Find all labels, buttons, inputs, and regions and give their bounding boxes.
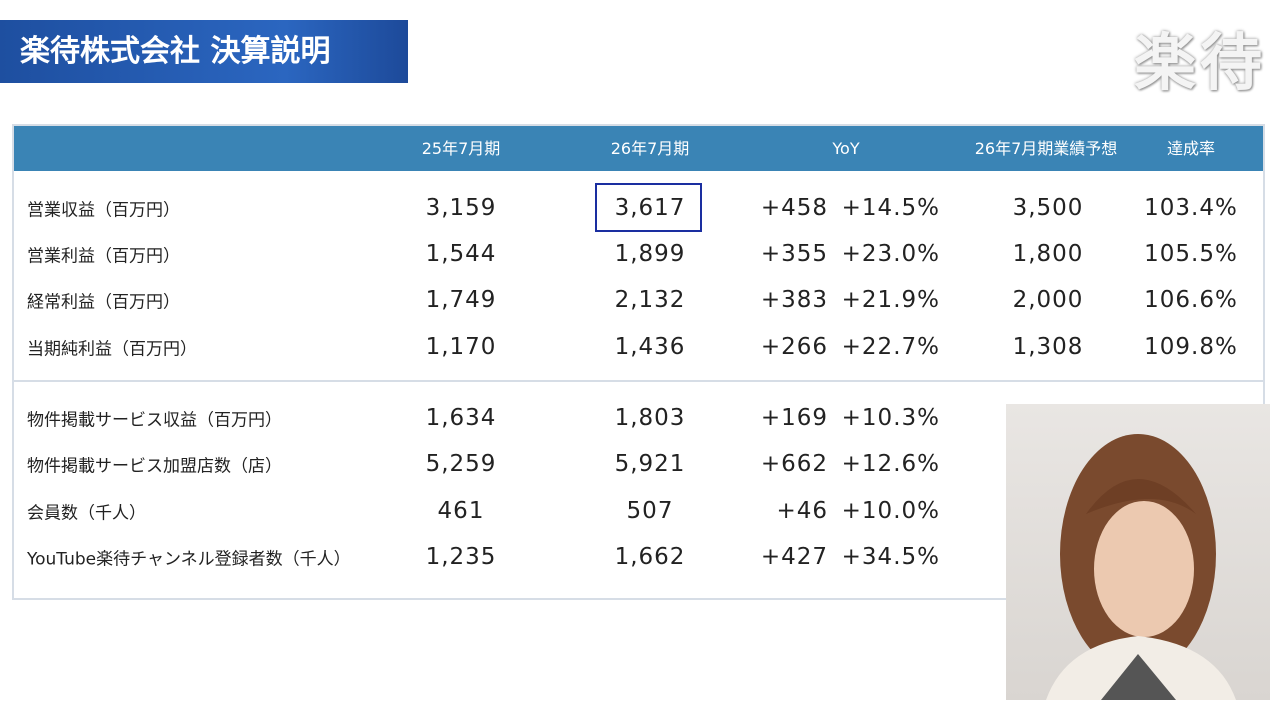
cell-value: 1,544 xyxy=(425,241,497,267)
cell-value: +10.3% xyxy=(841,405,940,431)
inner-top xyxy=(1101,654,1176,700)
cell-value: 507 xyxy=(626,498,674,524)
cell-value: 3,617 xyxy=(614,195,686,221)
cell-value: 1,170 xyxy=(425,334,497,360)
cell-value: 1,662 xyxy=(614,544,686,570)
cell-value: 5,921 xyxy=(614,451,686,477)
row-label: 会員数（千人） xyxy=(27,503,146,524)
cell-value: 1,235 xyxy=(425,544,497,570)
cell-value: +662 xyxy=(760,451,828,477)
cell-value: 1,803 xyxy=(614,405,686,431)
cell-value: +14.5% xyxy=(841,195,940,221)
title: 楽待株式会社 決算説明 xyxy=(20,34,331,69)
table-frame xyxy=(12,124,1265,600)
row-label: 経常利益（百万円） xyxy=(27,292,180,313)
cell-value: 109.8% xyxy=(1144,334,1238,360)
cell-value: +169 xyxy=(760,405,828,431)
section-divider xyxy=(14,380,1263,382)
cell-value: 1,634 xyxy=(425,405,497,431)
cell-value: 103.4% xyxy=(1144,195,1238,221)
cell-value: 1,436 xyxy=(614,334,686,360)
cell-value: +34.5% xyxy=(841,544,940,570)
cell-value: +355 xyxy=(760,241,828,267)
column-header: 達成率 xyxy=(1166,139,1216,158)
cell-value: 5,259 xyxy=(425,451,497,477)
column-header: 26年7月期 xyxy=(610,139,690,158)
cell-value: 2,000 xyxy=(1012,287,1084,313)
cell-value: +266 xyxy=(760,334,828,360)
row-label: 物件掲載サービス加盟店数（店） xyxy=(27,456,282,477)
cell-value: 3,159 xyxy=(425,195,497,221)
row-label: 営業利益（百万円） xyxy=(27,246,180,267)
column-header: YoY xyxy=(832,139,860,158)
bangs xyxy=(1086,479,1196,514)
cell-value: 105.5% xyxy=(1144,241,1238,267)
row-label: 当期純利益（百万円） xyxy=(27,339,197,360)
row-label: YouTube楽待チャンネル登録者数（千人） xyxy=(27,549,351,570)
cell-value: +23.0% xyxy=(841,241,940,267)
cell-value: 1,800 xyxy=(1012,241,1084,267)
cell-value: +427 xyxy=(760,544,828,570)
presenter-video xyxy=(1006,404,1270,700)
cell-value: 461 xyxy=(437,498,485,524)
logo: 楽待 xyxy=(1133,26,1266,99)
column-header: 25年7月期 xyxy=(421,139,501,158)
cell-value: 1,749 xyxy=(425,287,497,313)
cell-value: +458 xyxy=(760,195,828,221)
row-label: 営業収益（百万円） xyxy=(27,200,180,221)
cell-value: +12.6% xyxy=(841,451,940,477)
cell-value: +22.7% xyxy=(841,334,940,360)
presenter-illustration xyxy=(1046,434,1236,700)
row-label: 物件掲載サービス収益（百万円） xyxy=(27,410,282,431)
cell-value: +383 xyxy=(760,287,828,313)
face xyxy=(1094,501,1194,637)
table-header xyxy=(14,126,1263,171)
cell-value: 2,132 xyxy=(614,287,686,313)
column-header: 26年7月期業績予想 xyxy=(974,139,1118,158)
highlight-box xyxy=(595,183,702,232)
cell-value: 106.6% xyxy=(1144,287,1238,313)
cell-value: 1,899 xyxy=(614,241,686,267)
cell-value: +46 xyxy=(776,498,828,524)
cell-value: +10.0% xyxy=(841,498,940,524)
cell-value: +21.9% xyxy=(841,287,940,313)
cell-value: 1,308 xyxy=(1012,334,1084,360)
cell-value: 3,500 xyxy=(1012,195,1084,221)
title-banner xyxy=(0,20,408,83)
